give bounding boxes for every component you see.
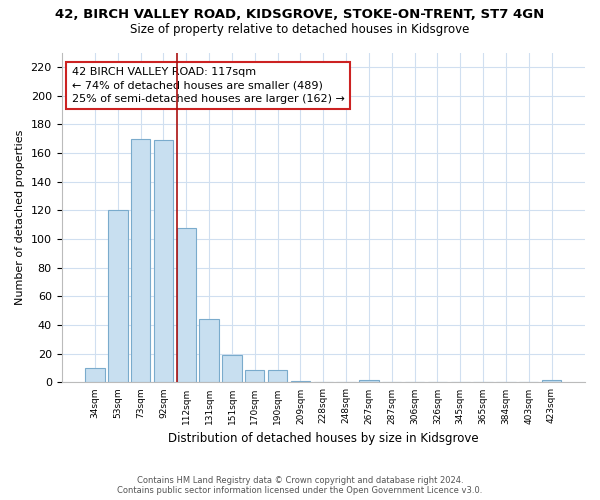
Bar bbox=[222, 355, 242, 382]
Bar bbox=[291, 381, 310, 382]
Text: 42, BIRCH VALLEY ROAD, KIDSGROVE, STOKE-ON-TRENT, ST7 4GN: 42, BIRCH VALLEY ROAD, KIDSGROVE, STOKE-… bbox=[55, 8, 545, 20]
Bar bbox=[85, 368, 105, 382]
X-axis label: Distribution of detached houses by size in Kidsgrove: Distribution of detached houses by size … bbox=[168, 432, 479, 445]
Y-axis label: Number of detached properties: Number of detached properties bbox=[15, 130, 25, 305]
Text: Contains HM Land Registry data © Crown copyright and database right 2024.
Contai: Contains HM Land Registry data © Crown c… bbox=[118, 476, 482, 495]
Bar bbox=[131, 138, 151, 382]
Bar bbox=[176, 228, 196, 382]
Bar bbox=[154, 140, 173, 382]
Bar bbox=[542, 380, 561, 382]
Bar bbox=[108, 210, 128, 382]
Text: 42 BIRCH VALLEY ROAD: 117sqm
← 74% of detached houses are smaller (489)
25% of s: 42 BIRCH VALLEY ROAD: 117sqm ← 74% of de… bbox=[72, 68, 345, 104]
Bar bbox=[245, 370, 265, 382]
Bar bbox=[359, 380, 379, 382]
Bar bbox=[199, 320, 219, 382]
Bar bbox=[268, 370, 287, 382]
Text: Size of property relative to detached houses in Kidsgrove: Size of property relative to detached ho… bbox=[130, 22, 470, 36]
